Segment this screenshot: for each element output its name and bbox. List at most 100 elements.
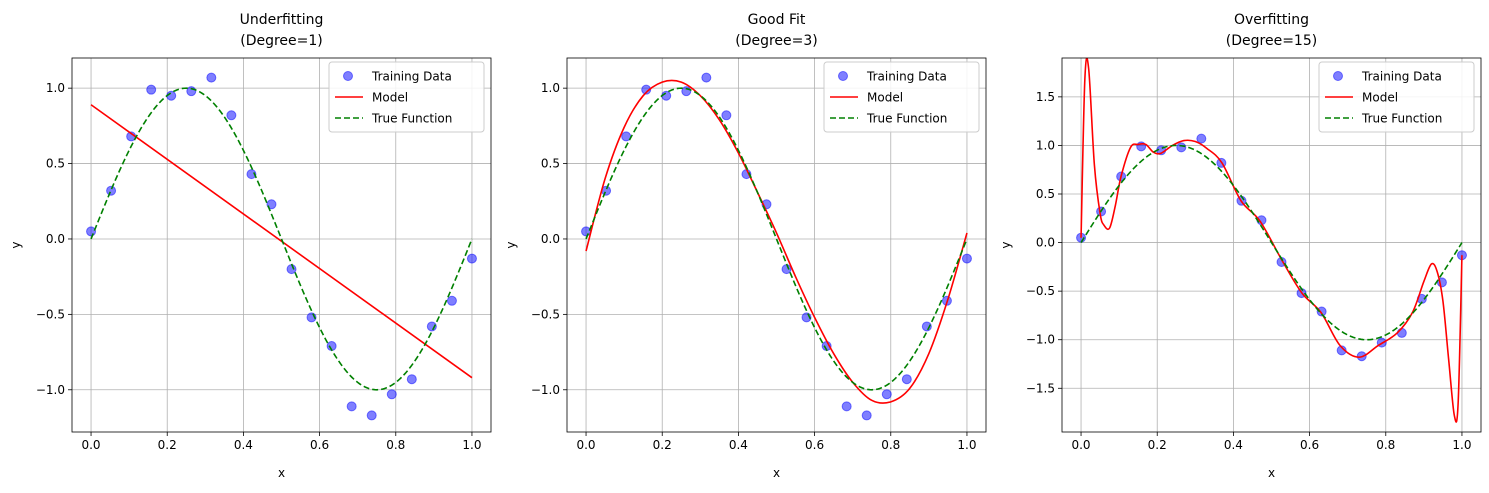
legend-label: Model <box>867 91 903 105</box>
training-data-point <box>106 185 117 196</box>
x-tick-label: 0.6 <box>310 438 329 452</box>
chart-subtitle: (Degree=3) <box>735 33 818 49</box>
x-axis-label: x <box>278 466 285 480</box>
y-tick-label: −0.5 <box>1026 284 1055 298</box>
training-data-point <box>146 84 157 95</box>
model-line <box>1080 58 1463 423</box>
subplot-3: 0.0 0.2 0.4 0.6 0.8 1.0 −1.5 −1.0 −0.5 0.0 0.5 1.0 1… <box>999 12 1482 480</box>
training-data-point <box>901 374 912 385</box>
y-tick-label: 0.5 <box>1036 187 1055 201</box>
y-tick-label: 0.0 <box>541 232 560 246</box>
chart-subtitle: (Degree=15) <box>1226 33 1317 49</box>
chart-title: Underfitting <box>240 12 324 28</box>
legend-marker-training-data <box>838 71 848 81</box>
x-tick-label: 0.8 <box>881 438 900 452</box>
y-tick-label: −1.0 <box>531 383 560 397</box>
legend-label: True Function <box>371 112 452 126</box>
x-axis-label: x <box>773 466 780 480</box>
y-tick-label: 1.5 <box>1036 90 1055 104</box>
training-data-point <box>346 401 357 412</box>
plot-area <box>86 72 477 421</box>
training-data-point <box>841 401 852 412</box>
x-tick-label: 0.8 <box>1376 438 1395 452</box>
y-tick-label: −0.5 <box>531 307 560 321</box>
y-tick-label: −0.5 <box>36 307 65 321</box>
y-axis-label: y <box>9 241 23 248</box>
x-tick-label: 0.6 <box>805 438 824 452</box>
x-axis-label: x <box>1268 466 1275 480</box>
axes-frame <box>566 57 987 433</box>
true-function-line <box>585 87 968 391</box>
training-data-point <box>266 199 277 210</box>
y-tick-label: 0.0 <box>46 232 65 246</box>
y-axis-label: y <box>504 241 518 248</box>
plot-area <box>1076 58 1467 423</box>
legend-label: True Function <box>1361 112 1442 126</box>
training-data-point <box>781 264 792 275</box>
y-tick-label: 0.5 <box>541 157 560 171</box>
training-data-point <box>246 169 257 180</box>
legend-box <box>823 61 980 133</box>
x-tick-label: 0.0 <box>1071 438 1090 452</box>
x-tick-label: 0.4 <box>729 438 748 452</box>
chart-title: Good Fit <box>748 12 806 28</box>
training-data-point <box>406 374 417 385</box>
training-data-point <box>86 226 97 237</box>
y-tick-label: 1.0 <box>541 81 560 95</box>
x-tick-label: 0.0 <box>81 438 100 452</box>
x-tick-label: 0.0 <box>576 438 595 452</box>
training-data-point <box>721 110 732 121</box>
x-tick-label: 1.0 <box>1452 438 1471 452</box>
training-data-point <box>861 410 872 421</box>
legend-label: Training Data <box>866 70 947 84</box>
training-data-point <box>881 389 892 400</box>
training-data-point <box>701 72 712 83</box>
chart-title: Overfitting <box>1234 12 1309 28</box>
training-data-point <box>581 226 592 237</box>
legend-label: Training Data <box>1361 70 1442 84</box>
y-tick-label: −1.5 <box>1026 381 1055 395</box>
legend-marker-training-data <box>343 71 353 81</box>
legend-label: True Function <box>866 112 947 126</box>
x-tick-label: 0.2 <box>158 438 177 452</box>
legend: Training Data Model True Function <box>823 61 980 133</box>
x-tick-label: 0.4 <box>234 438 253 452</box>
training-data-point <box>1336 345 1347 356</box>
y-tick-label: 1.0 <box>1036 138 1055 152</box>
training-data-point <box>366 410 377 421</box>
training-data-point <box>1396 327 1407 338</box>
y-tick-label: 1.0 <box>46 81 65 95</box>
subplot-1: 0.0 0.2 0.4 0.6 0.8 1.0 −1.0 −0.5 0.0 0.5 1.0 x y Und… <box>9 12 492 480</box>
model-line <box>585 79 968 404</box>
training-data-point <box>286 264 297 275</box>
training-data-point <box>226 110 237 121</box>
x-tick-label: 1.0 <box>957 438 976 452</box>
legend-label: Training Data <box>371 70 452 84</box>
training-data-point <box>641 84 652 95</box>
y-tick-label: 0.0 <box>1036 236 1055 250</box>
y-tick-label: −1.0 <box>1026 333 1055 347</box>
training-data-point <box>1176 142 1187 153</box>
training-data-point <box>1196 133 1207 144</box>
x-tick-label: 1.0 <box>462 438 481 452</box>
legend-label: Model <box>372 91 408 105</box>
true-function-line <box>90 87 473 391</box>
training-data-point <box>446 295 457 306</box>
x-tick-label: 0.2 <box>1148 438 1167 452</box>
model-line <box>90 104 473 379</box>
x-tick-label: 0.8 <box>386 438 405 452</box>
y-tick-label: 0.5 <box>46 157 65 171</box>
legend-label: Model <box>1362 91 1398 105</box>
training-data-point <box>466 253 477 264</box>
x-tick-label: 0.4 <box>1224 438 1243 452</box>
true-function-line <box>1080 144 1463 341</box>
legend-box <box>1318 61 1475 133</box>
training-data-point <box>206 72 217 83</box>
subplot-2: 0.0 0.2 0.4 0.6 0.8 1.0 −1.0 −0.5 0.0 0.5 1.0 x y Goo… <box>504 12 987 480</box>
legend-box <box>328 61 485 133</box>
legend-marker-training-data <box>1333 71 1343 81</box>
training-data-point <box>961 253 972 264</box>
x-tick-label: 0.2 <box>653 438 672 452</box>
